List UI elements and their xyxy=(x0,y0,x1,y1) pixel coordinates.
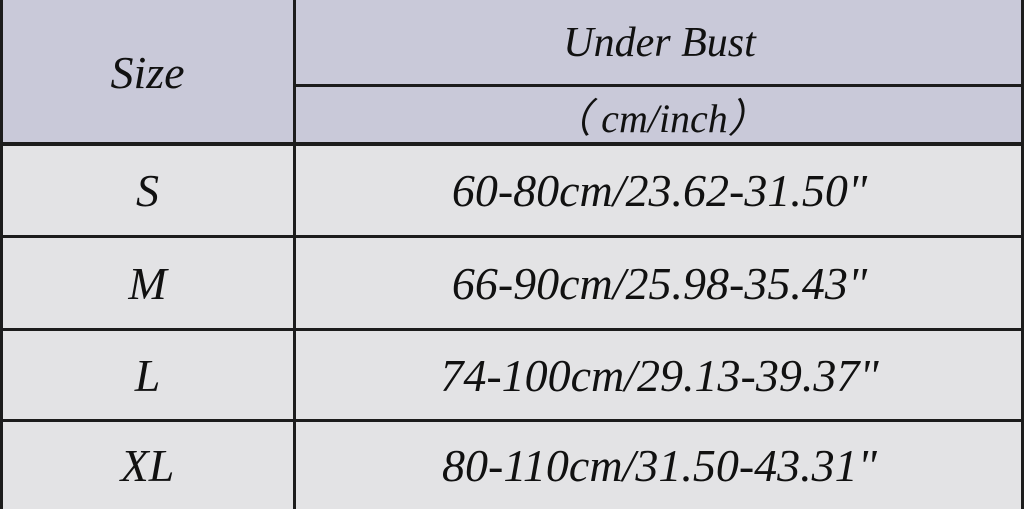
size-value: L xyxy=(134,350,161,401)
column-divider xyxy=(293,0,296,509)
row-divider xyxy=(0,419,1024,422)
measure-value: 80-110cm/31.50-43.31" xyxy=(442,439,877,491)
header-subdivider xyxy=(295,84,1024,87)
table-row-measure: 80-110cm/31.50-43.31" xyxy=(295,421,1024,509)
row-divider xyxy=(0,328,1024,331)
table-row-size: S xyxy=(0,144,295,237)
table-row-size: XL xyxy=(0,421,295,509)
table-row-measure: 74-100cm/29.13-39.37" xyxy=(295,330,1024,421)
row-divider xyxy=(0,235,1024,238)
size-value: M xyxy=(128,258,167,309)
border-right xyxy=(1021,0,1024,509)
border-left xyxy=(0,0,3,509)
row-divider xyxy=(0,142,1024,146)
under-bust-header: Under Bust xyxy=(563,19,756,66)
size-value: XL xyxy=(120,439,175,491)
header-unit-cell: （ cm/inch） xyxy=(295,85,1024,144)
header-size-cell: Size xyxy=(0,0,295,144)
table-row-measure: 66-90cm/25.98-35.43" xyxy=(295,237,1024,330)
table-row-size: M xyxy=(0,237,295,330)
size-value: S xyxy=(136,165,159,216)
measure-value: 66-90cm/25.98-35.43" xyxy=(451,258,868,309)
size-header: Size xyxy=(110,46,185,98)
header-measure-cell: Under Bust xyxy=(295,0,1024,85)
measure-value: 74-100cm/29.13-39.37" xyxy=(440,350,879,401)
measure-value: 60-80cm/23.62-31.50" xyxy=(451,165,868,216)
unit-header: （ cm/inch） xyxy=(551,95,768,141)
table-row-size: L xyxy=(0,330,295,421)
table-row-measure: 60-80cm/23.62-31.50" xyxy=(295,144,1024,237)
